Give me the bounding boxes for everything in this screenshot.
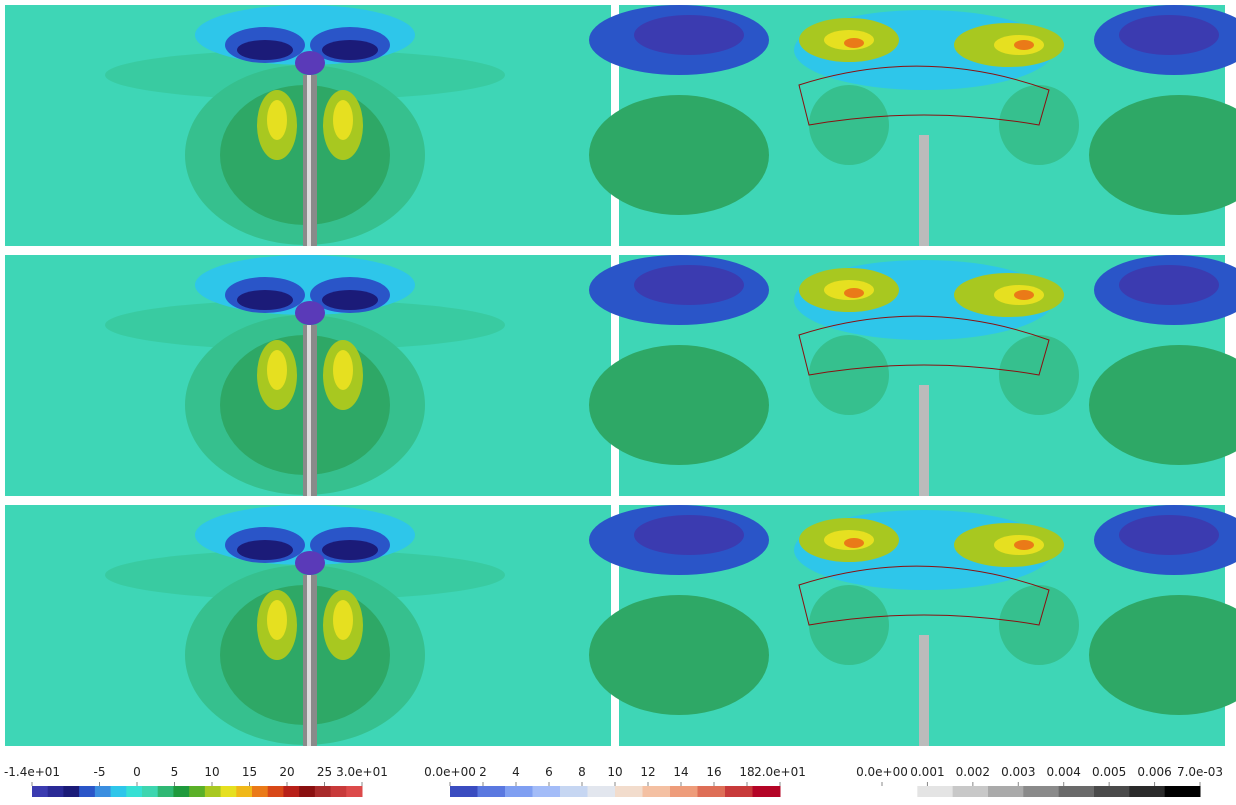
colorbar-tick-label: 16	[706, 765, 721, 779]
colorbar-segment	[1058, 786, 1095, 797]
colorbar-segment	[32, 786, 49, 797]
colorbar-segment	[47, 786, 64, 797]
colorbar-segment	[204, 786, 222, 797]
colorbar-segment	[615, 786, 643, 797]
colorbar-tick-label: 4	[512, 765, 520, 779]
colorbar-tick-label: -1.4e+01	[4, 765, 60, 779]
colorbar-segment	[917, 786, 954, 797]
colorbar-segment	[299, 786, 316, 797]
colorbar-tick-label: 14	[673, 765, 688, 779]
colorbar-tick-label: 20	[279, 765, 294, 779]
colorbar-segment	[587, 786, 616, 797]
field-panel	[5, 5, 611, 246]
colorbar-segment	[173, 786, 190, 797]
colorbar-tick-label: 25	[317, 765, 332, 779]
colorbar-tick-label: 6	[545, 765, 553, 779]
colorbar-tick-label: 0.005	[1092, 765, 1126, 779]
colorbar-segment	[988, 786, 1024, 797]
colorbar-tick-label: 0.004	[1047, 765, 1081, 779]
colorbar-tick-label: 12	[640, 765, 655, 779]
colorbar-tick-label: 3.0e+01	[336, 765, 388, 779]
colorbar-segment	[1094, 786, 1130, 797]
colorbar-tick-label: 0.006	[1137, 765, 1171, 779]
colorbar-segment	[189, 786, 206, 797]
field-panel	[5, 255, 611, 496]
colorbar-tick-label: 15	[242, 765, 257, 779]
colorbar-segment	[126, 786, 143, 797]
colorbar-tick-label: 0.003	[1001, 765, 1035, 779]
colorbar-tick-label: 10	[204, 765, 219, 779]
colorbar-segment	[752, 786, 781, 797]
colorbar-tick-label: 0.002	[956, 765, 990, 779]
colorbar-segment	[1129, 786, 1166, 797]
colorbar-segment	[283, 786, 300, 797]
colorbar-segment	[505, 786, 533, 797]
colorbar-segment	[450, 786, 478, 797]
colorbar-segment	[670, 786, 698, 797]
colorbar-tick-label: 2.0e+01	[754, 765, 806, 779]
colorbar-tick-label: 0	[133, 765, 141, 779]
field-panel	[5, 505, 611, 746]
colorbar-segment	[346, 786, 363, 797]
colorbar-segment	[330, 786, 347, 797]
colorbar-segment	[477, 786, 506, 797]
colorbar-tick-label: 0.001	[910, 765, 944, 779]
colorbar-segment	[532, 786, 561, 797]
colorbar-segment	[94, 786, 112, 797]
field-panel	[588, 254, 1236, 497]
colorbar-segment	[314, 786, 332, 797]
colorbar-tick-label: 7.0e-03	[1177, 765, 1223, 779]
colorbar-segment	[220, 786, 237, 797]
colorbar-segment	[725, 786, 753, 797]
colorbar-segment	[1023, 786, 1060, 797]
colorbar-segment	[79, 786, 96, 797]
field-panel	[588, 4, 1236, 247]
colorbar-segment	[157, 786, 174, 797]
colorbar-segment	[63, 786, 80, 797]
field-panel	[588, 504, 1236, 747]
colorbar-tick-label: 2	[479, 765, 487, 779]
colorbar-segment	[1164, 786, 1201, 797]
colorbar-segment	[560, 786, 588, 797]
colorbar-tick-label: 0.0e+00	[424, 765, 476, 779]
colorbar-tick-label: 8	[578, 765, 586, 779]
colorbar-tick-label: 18	[739, 765, 754, 779]
colorbar-segment	[252, 786, 269, 797]
colorbar-tick-label: 10	[607, 765, 622, 779]
colorbar-tick-label: 5	[171, 765, 179, 779]
colorbar-segment	[236, 786, 253, 797]
colorbar-segment	[882, 786, 918, 797]
colorbar-tick-label: -5	[94, 765, 106, 779]
colorbar-segment	[697, 786, 726, 797]
colorbar-segment	[142, 786, 159, 797]
colorbar-tick-label: 0.0e+00	[856, 765, 908, 779]
colorbar-segment	[642, 786, 671, 797]
colorbar-segment	[952, 786, 989, 797]
colorbar-segment	[267, 786, 284, 797]
colorbar-segment	[110, 786, 127, 797]
